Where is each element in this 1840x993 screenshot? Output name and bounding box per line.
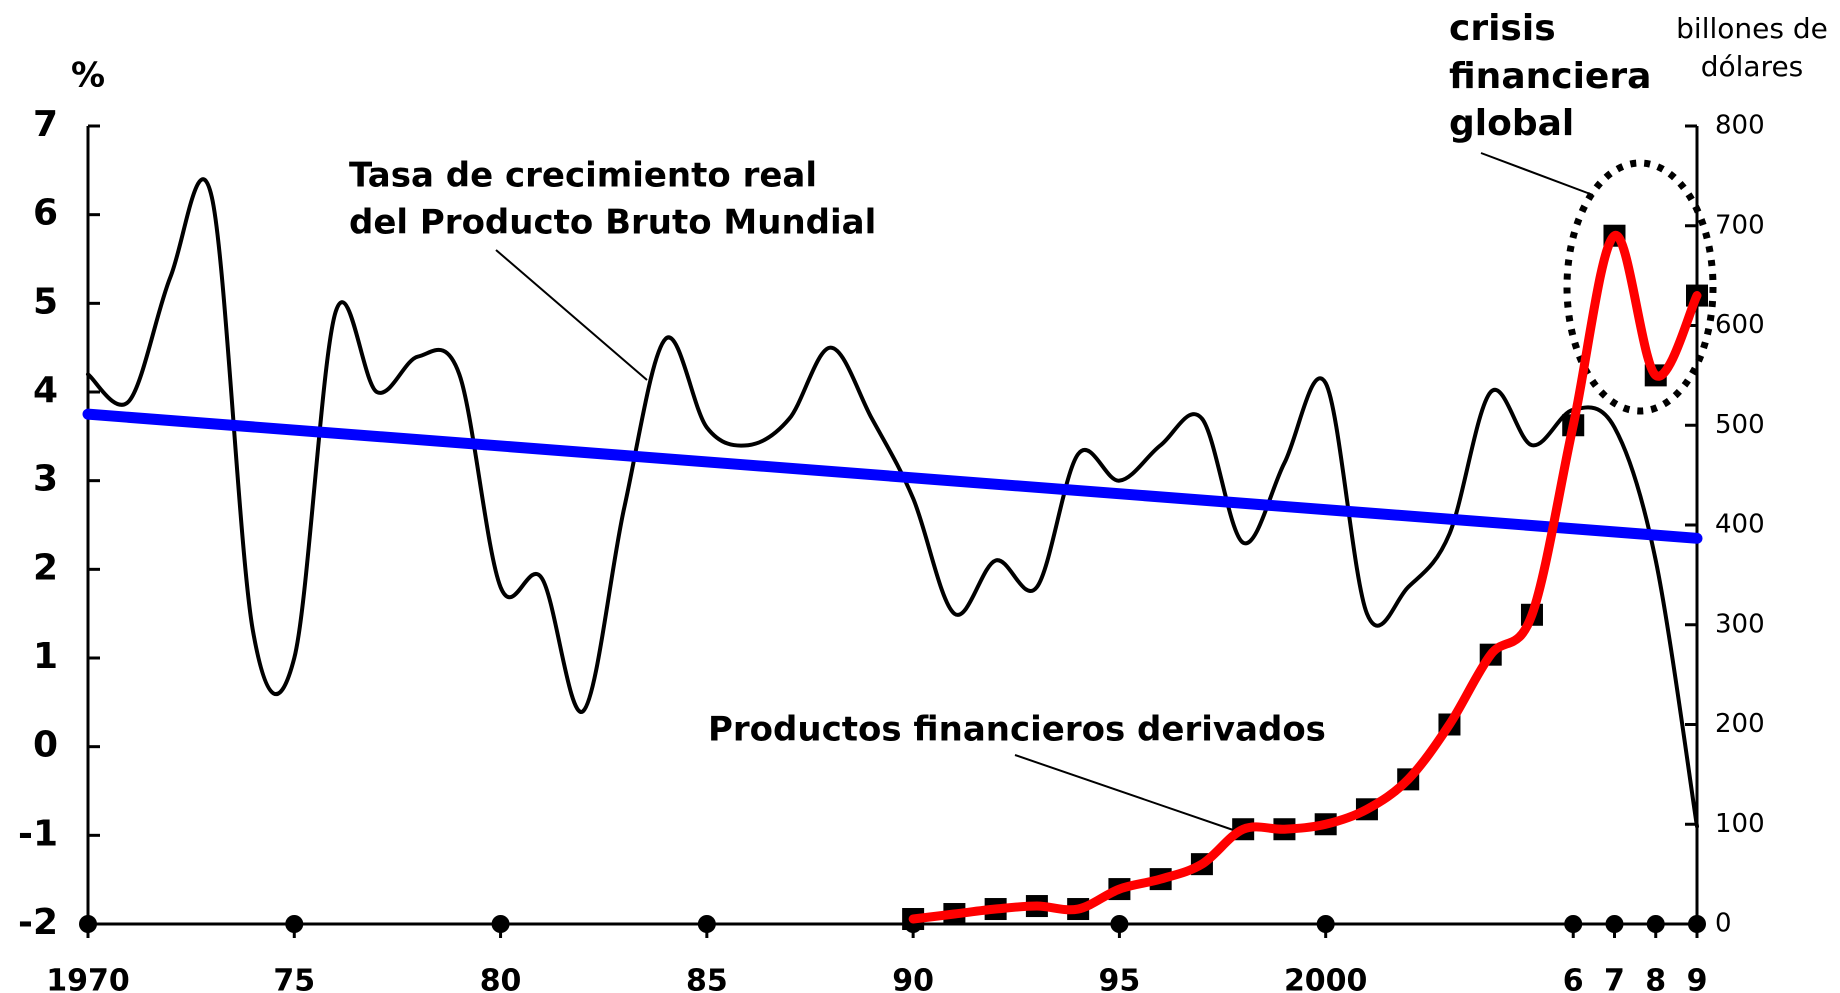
y-tick-label: 6	[33, 193, 58, 234]
series-line	[86, 177, 1699, 829]
x-tick-dot	[1646, 915, 1665, 933]
y-tick-label: -1	[18, 813, 58, 854]
x-tick-label: 95	[1099, 964, 1141, 993]
x-tick-dot	[1688, 915, 1706, 933]
annotation: del Producto Bruto Mundial	[349, 203, 876, 243]
y-tick-label: 2	[33, 547, 58, 588]
y-tick-label: 1	[33, 636, 58, 677]
y2-axis-label: billones de	[1676, 12, 1828, 45]
x-tick-dot	[79, 915, 97, 933]
y-tick-label: 4	[33, 370, 58, 411]
y-tick-label: 0	[33, 725, 58, 766]
x-tick-label: 6	[1563, 964, 1584, 993]
x-tick-label: 8	[1645, 964, 1666, 993]
x-tick-dot	[1110, 915, 1129, 933]
leader-line	[495, 249, 648, 381]
y2-tick-label: 800	[1715, 111, 1765, 141]
x-tick-dot	[285, 915, 304, 933]
x-tick-label: 7	[1604, 964, 1625, 993]
annotation: financiera	[1449, 56, 1651, 97]
leader-line	[1014, 754, 1240, 833]
series-line	[82, 408, 1703, 544]
y-tick-label: 3	[33, 459, 58, 500]
leader-line	[1480, 152, 1594, 196]
y-tick-label: -2	[18, 902, 58, 943]
y2-tick-label: 100	[1715, 809, 1765, 839]
y2-tick-label: 0	[1715, 909, 1732, 939]
y2-tick-label: 200	[1715, 709, 1765, 739]
x-tick-dot	[697, 915, 716, 933]
x-tick-dot	[491, 915, 510, 933]
x-tick-label: 9	[1687, 964, 1708, 993]
annotation: global	[1449, 103, 1574, 144]
x-tick-label: 90	[892, 964, 934, 993]
y2-tick-label: 300	[1715, 609, 1765, 639]
y2-tick-label: 700	[1715, 210, 1765, 240]
x-tick-label: 80	[480, 964, 522, 993]
x-tick-label: 1970	[46, 964, 130, 993]
annotation: crisis	[1449, 8, 1556, 49]
x-tick-dot	[1564, 915, 1583, 933]
x-tick-label: 2000	[1284, 964, 1368, 993]
annotation: Productos financieros derivados	[708, 710, 1326, 750]
y-tick-label: 7	[33, 104, 58, 145]
x-tick-dot	[1316, 915, 1335, 933]
y2-tick-label: 600	[1715, 310, 1765, 340]
series-line	[908, 231, 1702, 924]
y2-axis-label: dólares	[1701, 50, 1804, 83]
y2-tick-label: 400	[1715, 510, 1765, 540]
x-tick-label: 75	[273, 964, 315, 993]
annotation: Tasa de crecimiento real	[349, 156, 817, 196]
y-axis-label: %	[71, 56, 105, 96]
x-tick-dot	[1605, 915, 1624, 933]
y2-tick-label: 500	[1715, 410, 1765, 440]
y-tick-label: 5	[33, 281, 58, 322]
crisis-circle	[1563, 159, 1717, 415]
x-tick-label: 85	[686, 964, 728, 993]
